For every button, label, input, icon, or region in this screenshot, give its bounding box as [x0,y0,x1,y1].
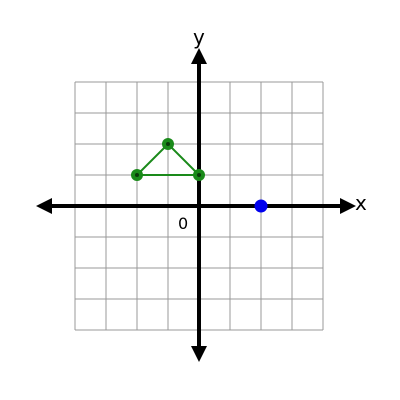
triangle-vertex-center [197,173,201,177]
x-axis-arrow-left [36,198,52,214]
y-axis-arrow-up [191,48,207,64]
x-axis-label: x [355,191,367,215]
point-marker [254,199,268,213]
x-axis-arrow-right [340,198,356,214]
y-axis-label: y [193,25,205,49]
point-layer [254,199,268,213]
triangle-vertex-center [135,173,139,177]
y-axis-arrow-down [191,346,207,362]
triangle-outline [134,142,202,176]
triangle-shape [131,138,205,181]
origin-label: 0 [178,214,188,233]
axes [36,48,356,362]
triangle-vertex-center [166,142,170,146]
